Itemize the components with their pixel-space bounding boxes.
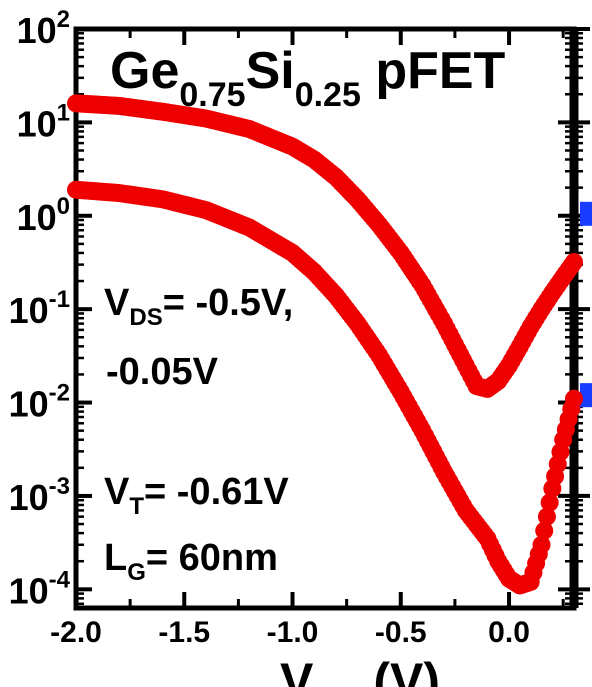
vds-symbol: V <box>104 282 130 324</box>
y-tick-label: 102 <box>17 6 70 51</box>
y-tick-exponent: 1 <box>57 99 70 126</box>
data-point <box>565 389 583 408</box>
y-tick-exponent: 2 <box>57 6 70 33</box>
y-tick-label: 101 <box>17 99 70 144</box>
title-part-2: Si <box>246 42 295 100</box>
x-tick-label: -2.0 <box>50 616 102 649</box>
secondary-data-point <box>580 201 592 226</box>
y-tick-base: 10 <box>9 477 49 518</box>
y-tick-label: 10-2 <box>9 380 70 425</box>
vds-annotation: VDS= -0.5V, <box>104 282 293 331</box>
y-tick-base: 10 <box>17 103 57 144</box>
y-tick-exponent: -1 <box>49 286 70 313</box>
lg-annotation: LG= 60nm <box>104 537 278 586</box>
data-point <box>540 493 559 512</box>
series-1 <box>67 94 583 398</box>
x-tick-label: -0.5 <box>375 616 427 649</box>
y-tick-base: 10 <box>17 10 57 51</box>
vds-annotation-second: -0.05V <box>106 351 219 393</box>
data-series <box>67 94 583 595</box>
vt-subscript: T <box>129 493 144 520</box>
secondary-data-point <box>580 383 592 408</box>
y-tick-exponent: -3 <box>49 473 70 500</box>
data-point <box>532 535 551 554</box>
vt-value: = -0.61V <box>144 471 289 513</box>
lg-subscript: G <box>127 559 146 586</box>
title-part-3: pFET <box>361 42 506 100</box>
y-tick-label: 10-3 <box>9 473 70 518</box>
x-tick-label: 0.0 <box>488 616 530 649</box>
x-axis-label-symbol: V <box>280 653 314 687</box>
y-tick-label: 10-1 <box>9 286 70 331</box>
lg-symbol: L <box>104 537 127 579</box>
y-tick-base: 10 <box>9 290 49 331</box>
lg-value: = 60nm <box>146 537 278 579</box>
x-tick-label: -1.0 <box>267 616 319 649</box>
y-tick-base: 10 <box>9 384 49 425</box>
x-tick-label: -1.5 <box>158 616 210 649</box>
data-point <box>535 521 554 540</box>
title-subscript-2: 0.25 <box>295 76 361 114</box>
y-tick-label: 10-4 <box>9 566 71 611</box>
series-2 <box>67 180 583 595</box>
data-point <box>565 252 583 271</box>
data-point <box>537 507 556 526</box>
title-subscript-1: 0.75 <box>179 76 245 114</box>
y-tick-exponent: -2 <box>49 380 70 407</box>
x-axis-label-unit: (V) <box>373 653 440 687</box>
vds-subscript: DS <box>129 304 162 331</box>
vds-value: = -0.5V, <box>163 282 294 324</box>
title-part-1: Ge <box>110 42 179 100</box>
x-axis-label: V (V) <box>280 653 440 687</box>
secondary-series <box>580 201 592 408</box>
y-tick-base: 10 <box>9 570 49 611</box>
vt-annotation: VT= -0.61V <box>104 471 289 520</box>
vt-symbol: V <box>104 471 130 513</box>
y-tick-exponent: -4 <box>49 566 71 593</box>
y-tick-label: 100 <box>17 193 70 238</box>
chart-title: Ge0.75Si0.25 pFET <box>110 42 506 114</box>
y-tick-exponent: 0 <box>57 193 70 220</box>
y-tick-base: 10 <box>17 197 57 238</box>
